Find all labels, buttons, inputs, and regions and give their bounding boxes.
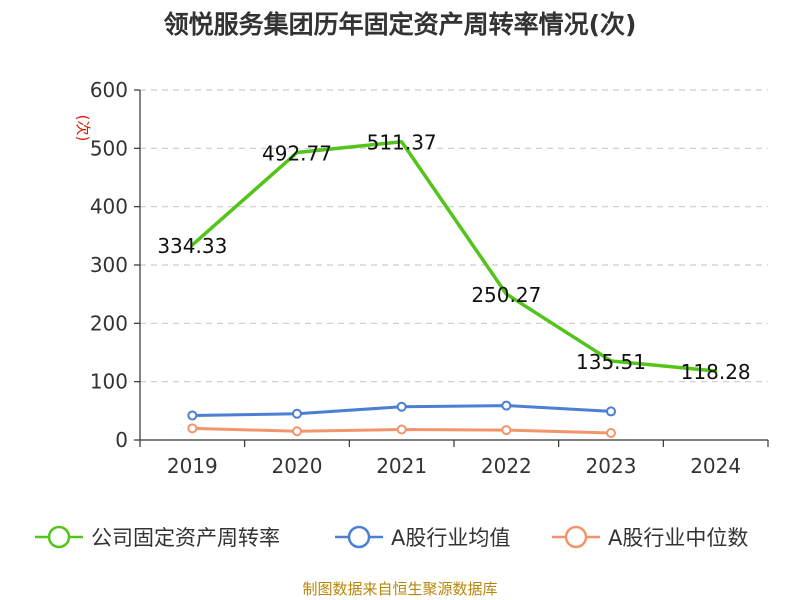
data-point	[292, 408, 302, 419]
legend-item: A股行业中位数	[552, 525, 748, 550]
data-label: 135.51	[576, 350, 646, 374]
data-point	[501, 400, 512, 411]
x-tick-label: 2024	[690, 454, 741, 478]
legend-label: A股行业均值	[391, 526, 510, 550]
legend-marker	[47, 525, 71, 549]
legend-label: A股行业中位数	[608, 526, 748, 550]
x-tick-label: 2023	[586, 454, 637, 478]
legend: 公司固定资产周转率 A股行业均值 A股行业中位数	[35, 525, 748, 550]
data-label: 118.28	[681, 360, 751, 384]
data-point	[292, 426, 302, 437]
legend-marker	[347, 525, 371, 549]
x-tick-label: 2022	[481, 454, 532, 478]
axes: 0 100 200 300 400 500 600 2019 2020 2021 2022 2023 2…	[90, 78, 769, 478]
series-layer	[187, 139, 718, 438]
legend-item: A股行业均值	[335, 525, 510, 550]
data-point	[187, 410, 198, 421]
x-tick-label: 2020	[272, 454, 323, 478]
y-tick-label: 400	[90, 195, 128, 219]
data-point	[606, 428, 616, 438]
series-line	[190, 139, 718, 373]
data-label: 492.77	[262, 142, 332, 166]
y-tick-label: 0	[115, 428, 128, 452]
data-point	[501, 425, 512, 436]
gridlines	[140, 89, 768, 383]
y-tick-label: 600	[90, 78, 128, 102]
chart-title: 领悦服务集团历年固定资产周转率情况(次)	[164, 10, 637, 39]
data-point	[187, 423, 198, 434]
data-point	[396, 401, 407, 412]
x-tick-label: 2019	[167, 454, 218, 478]
legend-label: 公司固定资产周转率	[91, 526, 280, 550]
legend-marker	[564, 525, 588, 549]
data-label: 511.37	[367, 131, 437, 155]
data-label: 250.27	[471, 283, 541, 307]
x-tick-label: 2021	[376, 454, 427, 478]
legend-item: 公司固定资产周转率	[35, 525, 280, 550]
y-tick-label: 200	[90, 311, 128, 335]
data-labels: 334.33 492.77 511.37 250.27 135.51 118.28	[157, 131, 750, 384]
y-tick-label: 100	[90, 370, 128, 394]
data-label: 334.33	[157, 234, 227, 258]
y-tick-label: 300	[90, 253, 128, 277]
data-point	[606, 406, 616, 417]
data-point	[396, 424, 407, 435]
y-tick-label: 500	[90, 136, 128, 160]
source-note: 制图数据来自恒生聚源数据库	[302, 580, 497, 598]
y-axis-label: (次)	[74, 115, 92, 142]
